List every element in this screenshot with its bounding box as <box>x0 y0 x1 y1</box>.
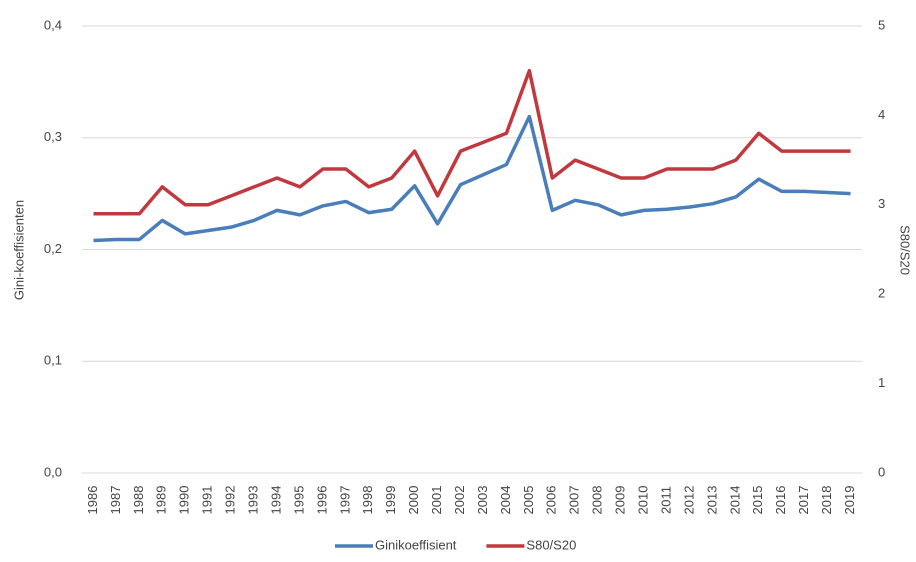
x-tick-label: 2013 <box>704 486 719 515</box>
x-tick-label: 2015 <box>750 486 765 515</box>
x-tick-label: 2006 <box>544 486 559 515</box>
x-tick-label: 1993 <box>245 486 260 515</box>
y-tick-label: 0,1 <box>44 353 62 368</box>
x-tick-label: 2014 <box>727 486 742 515</box>
x-tick-label: 2004 <box>498 486 513 515</box>
y-tick-label: 0,2 <box>44 241 62 256</box>
x-tick-label: 2019 <box>842 486 857 515</box>
legend-label: Ginikoeffisient <box>375 537 457 552</box>
y2-tick-label: 0 <box>878 464 885 479</box>
x-tick-label: 2011 <box>658 486 673 514</box>
x-tick-label: 2018 <box>819 486 834 515</box>
y-tick-label: 0,4 <box>44 17 62 32</box>
x-tick-label: 1994 <box>268 486 283 515</box>
x-tick-label: 1992 <box>223 486 238 515</box>
x-tick-label: 2005 <box>521 486 536 515</box>
y-tick-label: 0,3 <box>44 129 62 144</box>
x-tick-label: 2012 <box>681 486 696 515</box>
x-tick-label: 1989 <box>154 486 169 515</box>
x-tick-label: 2003 <box>475 486 490 515</box>
y2-tick-label: 4 <box>878 107 885 122</box>
y2-axis-label: S80/S20 <box>898 225 913 275</box>
x-tick-label: 2008 <box>590 486 605 515</box>
x-tick-label: 1997 <box>337 486 352 515</box>
y2-tick-label: 1 <box>878 375 885 390</box>
x-tick-label: 1986 <box>85 486 100 515</box>
x-tick-label: 2010 <box>635 486 650 515</box>
x-tick-label: 1999 <box>383 486 398 515</box>
y2-tick-label: 2 <box>878 286 885 301</box>
x-tick-label: 2001 <box>429 486 444 515</box>
y-tick-label: 0,0 <box>44 464 62 479</box>
y2-tick-label: 3 <box>878 196 885 211</box>
x-tick-label: 2016 <box>773 486 788 515</box>
x-tick-label: 2009 <box>613 486 628 515</box>
x-tick-label: 2000 <box>406 486 421 515</box>
x-tick-label: 1988 <box>131 486 146 515</box>
x-tick-label: 1987 <box>108 486 123 515</box>
legend-label: S80/S20 <box>526 537 576 552</box>
x-tick-label: 2002 <box>452 486 467 515</box>
x-tick-label: 1995 <box>291 486 306 515</box>
x-tick-label: 1991 <box>200 486 215 515</box>
y2-tick-label: 5 <box>878 17 885 32</box>
series-line <box>93 68 851 216</box>
series-line <box>93 114 851 243</box>
x-tick-label: 1996 <box>314 486 329 515</box>
x-tick-label: 1998 <box>360 486 375 515</box>
x-tick-label: 2007 <box>567 486 582 515</box>
x-tick-label: 2017 <box>796 486 811 515</box>
x-tick-label: 1990 <box>177 486 192 515</box>
y-axis-label: Gini-koeffisienten <box>11 200 26 300</box>
